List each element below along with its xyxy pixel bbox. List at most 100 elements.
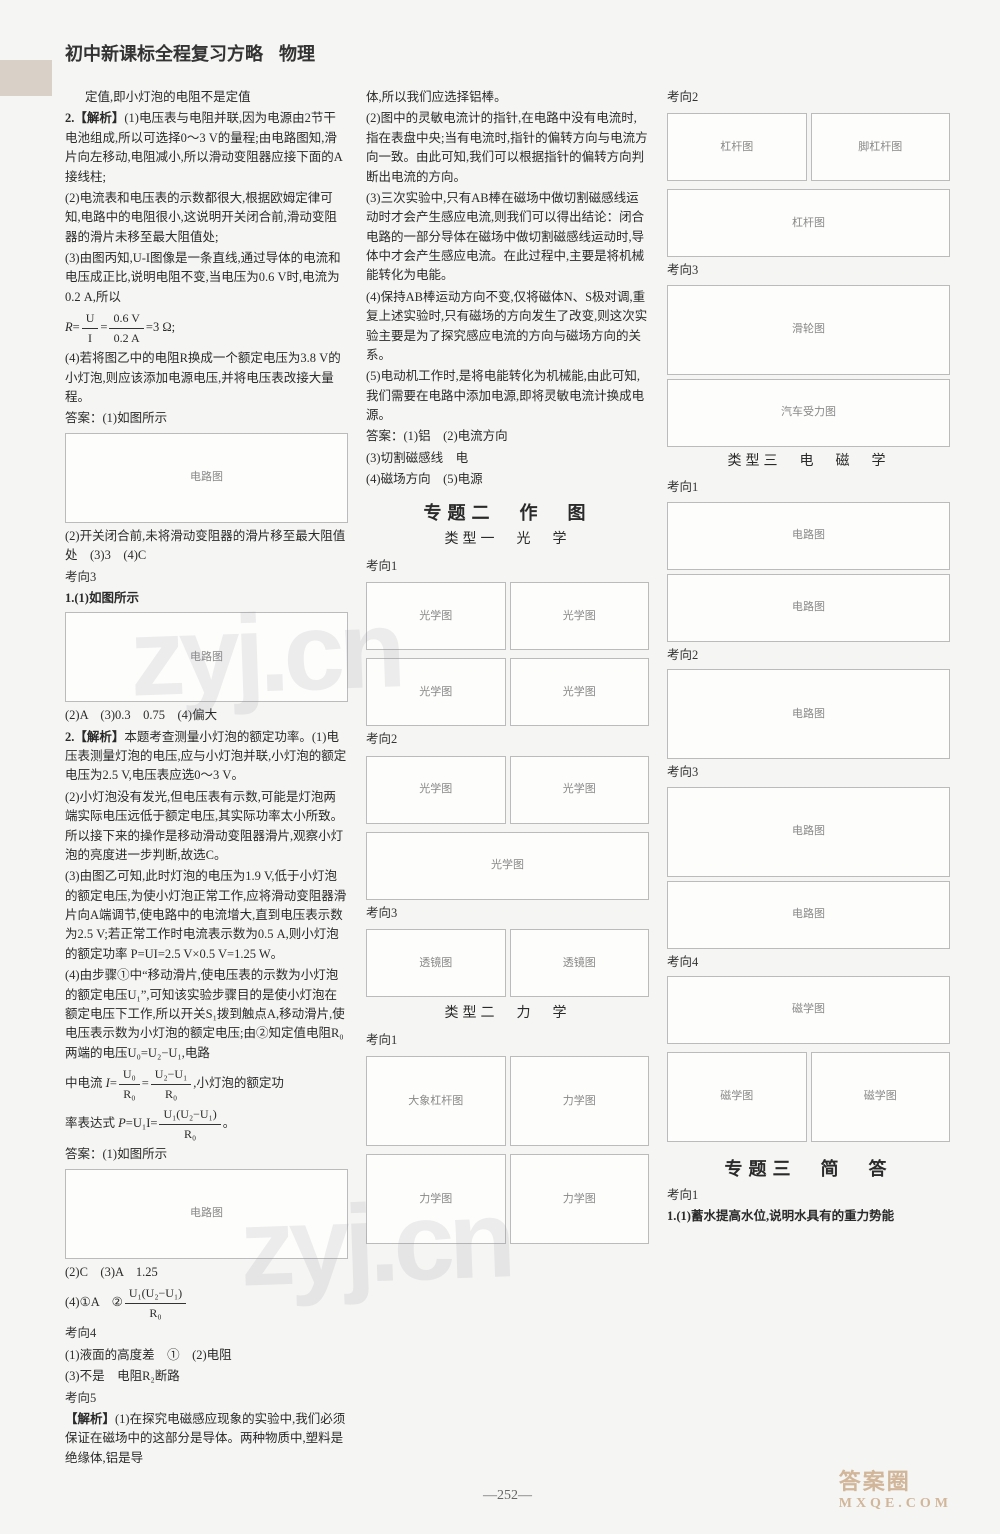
c1-k5-label: 【解析】 (65, 1412, 115, 1426)
brand-url: MXQE.COM (839, 1496, 952, 1512)
elec-fig-2: 电路图 (667, 574, 950, 642)
c1-eq: R=UI=0.6 V0.2 A=3 Ω; (65, 309, 348, 347)
page-number: —252— (65, 1488, 950, 1504)
mech-fig-foot: 脚杠杆图 (811, 113, 951, 181)
c2-l1: 体,所以我们应选择铝棒。 (366, 88, 649, 107)
c1-k3-2: 2.【解析】本题考查测量小灯泡的额定功率。(1)电压表测量灯泡的电压,应与小灯泡… (65, 728, 348, 786)
c1-k3-1b: (2)A (3)0.3 0.75 (4)偏大 (65, 706, 348, 725)
c1-k3-2b: (2)小灯泡没有发光,但电压表有示数,可能是灯泡两端实际电压远低于额定电压,其实… (65, 788, 348, 866)
c3-k2-row1: 杠杆图 脚杠杆图 (667, 109, 950, 185)
c2-ans2: (3)切割磁感线 电 (366, 449, 649, 468)
subsection-mech: 类型二 力 学 (366, 1003, 649, 1025)
elec-fig-kd2-1: 电路图 (667, 669, 950, 759)
c1-k3-1: 1.(1)如图所示 (65, 589, 348, 608)
c1-k3-2-label: 2.【解析】 (65, 730, 124, 744)
c1-fig1: 电路图 (65, 433, 348, 523)
c1-k3-eq1: 中电流 I=U₀R₀=U₂−U₁R₀,小灯泡的额定功 (65, 1065, 348, 1103)
magnet-fig-1: 磁学图 (667, 976, 950, 1044)
c1-k4-2: (3)不是 电阻R₂断路 (65, 1367, 348, 1386)
brand-name: 答案圈 (839, 1469, 911, 1494)
header-title: 初中新课标全程复习方略 (65, 40, 263, 66)
c1-k3-eq2: 率表达式 P=U₁I=U₁(U₂−U₁)R₀。 (65, 1105, 348, 1143)
magnet-fig-2a: 磁学图 (667, 1052, 807, 1142)
section3-title: 专题三 简 答 (667, 1156, 950, 1184)
optics-fig-k2-3: 光学图 (366, 832, 649, 900)
c2-ans: 答案：(1)铝 (2)电流方向 (366, 427, 649, 446)
content-columns: 定值,即小灯泡的电阻不是定值 2.【解析】(1)电压表与电阻并联,因为电源由2节… (65, 88, 950, 1470)
c1-k3-2d: (4)由步骤①中“移动滑片,使电压表的示数为小灯泡的额定电压U₁”,可知该实验步… (65, 966, 348, 1063)
c1-fig3: 电路图 (65, 1169, 348, 1259)
column-1: 定值,即小灯泡的电阻不是定值 2.【解析】(1)电压表与电阻并联,因为电源由2节… (65, 88, 348, 1470)
elec-fig-1: 电路图 (667, 502, 950, 570)
column-3: 考向2 杠杆图 脚杠杆图 杠杆图 考向3 滑轮图 汽车受力图 类型三 电 磁 学… (667, 88, 950, 1470)
c3-kd2: 考向2 (667, 88, 950, 107)
c2-kd3: 考向3 (366, 904, 649, 923)
c1-k3-2c: (3)由图乙可知,此时灯泡的电压为1.9 V,低于小灯泡的额定电压,为使小灯泡正… (65, 867, 348, 964)
c1-kd5: 考向5 (65, 1389, 348, 1408)
c2-ans3: (4)磁场方向 (5)电源 (366, 470, 649, 489)
c1-k3-ans: 答案：(1)如图所示 (65, 1145, 348, 1164)
c1-k3-ansc: (4)①A ②U₁(U₂−U₁)R₀ (65, 1284, 348, 1322)
brand-watermark: 答案圈 MXQE.COM (839, 1464, 952, 1512)
c1-k4-1: (1)液面的高度差 ① (2)电阻 (65, 1346, 348, 1365)
optics-fig-3: 光学图 (366, 658, 506, 726)
c2-k3-row: 透镜图 透镜图 (366, 925, 649, 1001)
c2-kd2: 考向2 (366, 730, 649, 749)
c1-item2: 2.【解析】(1)电压表与电阻并联,因为电源由2节干电池组成,所以可选择0～3 … (65, 109, 348, 187)
c2-k2-row1: 光学图 光学图 (366, 752, 649, 828)
c1-line: 定值,即小灯泡的电阻不是定值 (65, 88, 348, 107)
page: 初中新课标全程复习方略 物理 zyj.cn zyj.cn 定值,即小灯泡的电阻不… (0, 0, 1000, 1534)
column-2: 体,所以我们应选择铝棒。 (2)图中的灵敏电流计的指针,在电路中没有电流时,指在… (366, 88, 649, 1470)
optics-fig-4: 光学图 (510, 658, 650, 726)
subsection-optics: 类型一 光 学 (366, 529, 649, 551)
c3-ekd2: 考向2 (667, 646, 950, 665)
c1-l2ans2: (2)开关闭合前,未将滑动变阻器的滑片移至最大阻值处 (3)3 (4)C (65, 527, 348, 566)
mech-fig-lever3: 杠杆图 (667, 189, 950, 257)
header-subject: 物理 (279, 40, 315, 66)
c2-mkd1: 考向1 (366, 1031, 649, 1050)
side-tab (0, 60, 52, 96)
mech-fig-4: 力学图 (510, 1154, 650, 1244)
optics-fig-k2-2: 光学图 (510, 756, 650, 824)
c3-skd1: 考向1 (667, 1186, 950, 1205)
c3-ekd3: 考向3 (667, 763, 950, 782)
magnet-fig-2b: 磁学图 (811, 1052, 951, 1142)
mech-fig-lever1: 杠杆图 (667, 113, 807, 181)
c1-l2ans: 答案：(1)如图所示 (65, 409, 348, 428)
c1-fig2: 电路图 (65, 612, 348, 702)
optics-fig-2: 光学图 (510, 582, 650, 650)
c3-ekd1: 考向1 (667, 478, 950, 497)
c1-kd4: 考向4 (65, 1324, 348, 1343)
c2-l3: (3)三次实验中,只有AB棒在磁场中做切割磁感线运动时才会产生感应电流,则我们可… (366, 189, 649, 286)
lens-fig-2: 透镜图 (510, 929, 650, 997)
mech-fig-3: 力学图 (366, 1154, 506, 1244)
elec-fig-kd3-1: 电路图 (667, 787, 950, 877)
c1-k5: 【解析】(1)在探究电磁感应现象的实验中,我们必须保证在磁场中的这部分是导体。两… (65, 1410, 348, 1468)
optics-fig-1: 光学图 (366, 582, 506, 650)
c2-l5: (5)电动机工作时,是将电能转化为机械能,由此可知,我们需要在电路中添加电源,即… (366, 367, 649, 425)
c1-kd3: 考向3 (65, 568, 348, 587)
c2-l2: (2)图中的灵敏电流计的指针,在电路中没有电流时,指在表盘中央;当有电流时,指针… (366, 109, 649, 187)
c2-m-row1: 大象杠杆图 力学图 (366, 1052, 649, 1150)
lens-fig-1: 透镜图 (366, 929, 506, 997)
elec-fig-kd3-2: 电路图 (667, 881, 950, 949)
c1-k3-ansb: (2)C (3)A 1.25 (65, 1263, 348, 1282)
mech-fig-car: 汽车受力图 (667, 379, 950, 447)
c3-s1: 1.(1)蓄水提高水位,说明水具有的重力势能 (667, 1207, 950, 1226)
c2-k1-row1: 光学图 光学图 (366, 578, 649, 654)
c1-l2d: (4)若将图乙中的电阻R换成一个额定电压为3.8 V的小灯泡,则应该添加电源电压… (65, 349, 348, 407)
optics-fig-k2-1: 光学图 (366, 756, 506, 824)
c1-l2c: (3)由图丙知,U-I图像是一条直线,通过导体的电流和电压成正比,说明电阻不变,… (65, 249, 348, 307)
c3-ekd4: 考向4 (667, 953, 950, 972)
c1-l2b: (2)电流表和电压表的示数都很大,根据欧姆定律可知,电路中的电阻很小,这说明开关… (65, 189, 348, 247)
page-header: 初中新课标全程复习方略 物理 (65, 40, 950, 66)
c3-e4-row: 磁学图 磁学图 (667, 1048, 950, 1146)
subsection-elec: 类型三 电 磁 学 (667, 451, 950, 473)
c3-kd3: 考向3 (667, 261, 950, 280)
mech-fig-pulley: 滑轮图 (667, 285, 950, 375)
c2-l4: (4)保持AB棒运动方向不变,仅将磁体N、S极对调,重复上述实验时,只有磁场的方… (366, 288, 649, 366)
c2-k1-row2: 光学图 光学图 (366, 654, 649, 730)
c2-m-row2: 力学图 力学图 (366, 1150, 649, 1248)
section2-title: 专题二 作 图 (366, 500, 649, 528)
c1-item2-label: 2.【解析】 (65, 111, 124, 125)
